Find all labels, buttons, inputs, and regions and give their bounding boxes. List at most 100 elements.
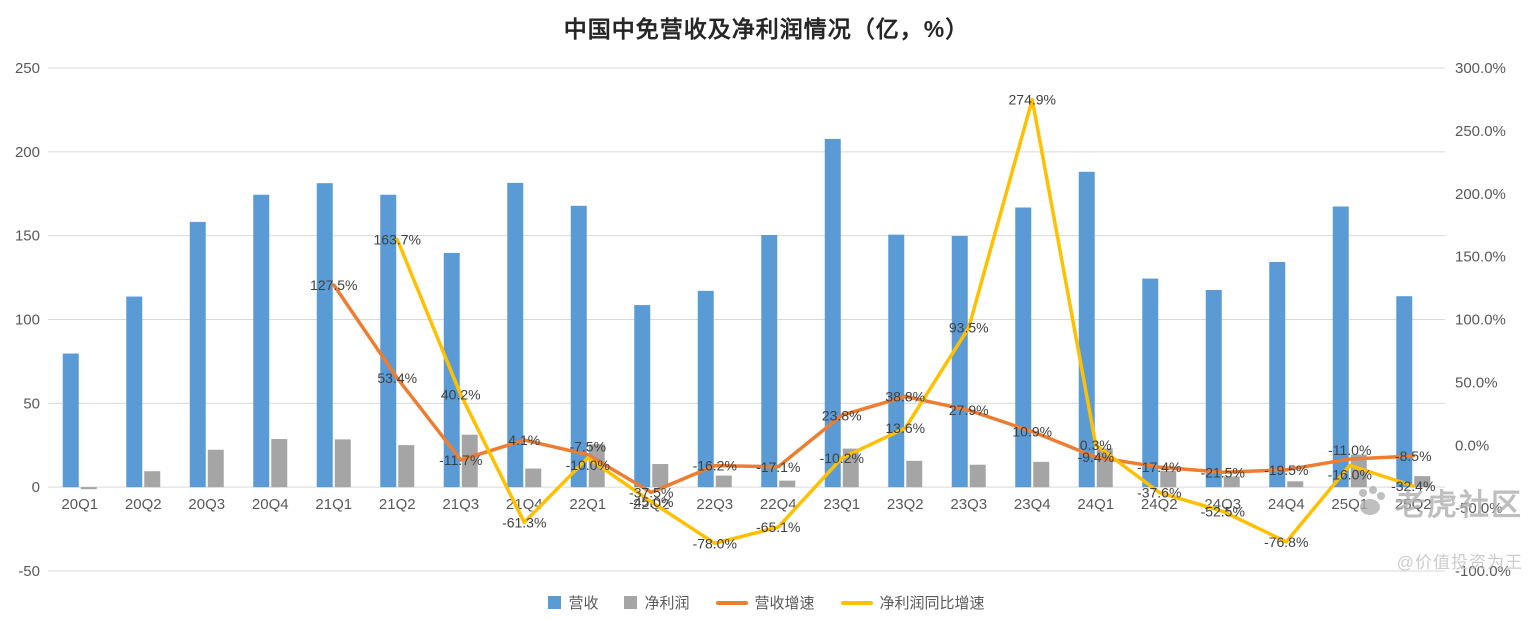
- net-profit-bar: [842, 448, 859, 488]
- x-tick-label: 22Q3: [696, 496, 733, 513]
- revenue-bar: [1396, 296, 1413, 488]
- net-profit-bar: [1287, 481, 1304, 488]
- data-label: -21.5%: [1201, 464, 1245, 480]
- left-axis-tick: 150: [15, 228, 40, 245]
- data-label: -7.5%: [569, 439, 606, 455]
- revenue-bar: [1142, 278, 1159, 488]
- x-tick-label: 21Q1: [315, 496, 352, 513]
- net-profit-bar: [1350, 454, 1367, 488]
- right-axis-tick: 200.0%: [1455, 186, 1506, 203]
- data-label: -37.5%: [629, 484, 673, 500]
- data-label: -17.1%: [756, 459, 800, 475]
- right-axis-tick: 50.0%: [1455, 374, 1498, 391]
- legend-label-net-profit-growth: 净利润同比增速: [879, 595, 985, 612]
- x-tick-label: 20Q1: [61, 496, 98, 513]
- net-profit-growth-line: [395, 97, 1415, 546]
- tiger-paw-icon: [1359, 486, 1385, 515]
- x-tick-label: 20Q2: [125, 496, 162, 513]
- net-profit-bar: [1160, 470, 1177, 488]
- x-tick-label: 23Q2: [887, 496, 924, 513]
- watermark-handle: @价值投资为王: [1396, 553, 1523, 572]
- x-tick-label: 23Q1: [823, 496, 860, 513]
- x-tick-label: 20Q4: [252, 496, 289, 513]
- data-label: 10.9%: [1012, 424, 1052, 440]
- net-profit-bar: [207, 449, 224, 488]
- net-profit-bar: [906, 460, 923, 488]
- x-tick-label: 24Q4: [1268, 496, 1305, 513]
- data-label: 0.3%: [1080, 437, 1112, 453]
- data-label: 38.8%: [885, 388, 925, 404]
- x-tick-label: 24Q2: [1141, 496, 1178, 513]
- revenue-bar: [1332, 206, 1349, 488]
- revenue-bar: [1015, 207, 1032, 488]
- chart-title: 中国中免营收及净利润情况（亿，%）: [563, 16, 970, 42]
- left-axis-tick: 100: [15, 312, 40, 329]
- data-label: -37.6%: [1137, 485, 1181, 501]
- revenue-bar: [507, 182, 524, 488]
- legend-item-net-profit-growth: 净利润同比增速: [840, 592, 985, 613]
- net-profit-bar: [334, 439, 351, 488]
- net-profit-bar: [398, 445, 415, 488]
- data-label: -8.5%: [1395, 448, 1432, 464]
- legend-item-revenue-growth: 营收增速: [715, 592, 815, 613]
- legend-swatch-revenue-growth: [715, 600, 748, 605]
- legend-swatch-net-profit: [624, 596, 638, 609]
- revenue-bar: [697, 290, 714, 488]
- revenue-bar: [253, 194, 270, 488]
- x-tick-label: 25Q2: [1395, 496, 1432, 513]
- x-tick-label: 21Q3: [442, 496, 479, 513]
- net-profit-bar: [461, 434, 478, 488]
- data-label: 4.1%: [508, 432, 540, 448]
- data-label: -17.4%: [1137, 459, 1181, 475]
- right-axis-tick: 300.0%: [1455, 60, 1506, 77]
- data-label: 93.5%: [949, 320, 989, 336]
- x-tick-label: 22Q1: [569, 496, 606, 513]
- data-label: -78.0%: [693, 535, 737, 551]
- legend-label-revenue: 营收: [568, 595, 599, 612]
- right-axis-tick: 150.0%: [1455, 249, 1506, 266]
- data-label: 27.9%: [949, 402, 989, 418]
- x-tick-label: 23Q4: [1014, 496, 1051, 513]
- x-tick-label: 22Q4: [760, 496, 797, 513]
- net-profit-bar: [525, 468, 542, 488]
- data-label: -9.4%: [1077, 449, 1114, 465]
- x-tick-label: 24Q1: [1077, 496, 1114, 513]
- revenue-bar: [761, 234, 778, 488]
- data-label: -61.3%: [502, 514, 546, 530]
- data-label: -16.2%: [693, 458, 737, 474]
- revenue-bar: [634, 305, 651, 488]
- watermark-brand: 老虎社区: [1395, 489, 1523, 522]
- legend-item-net-profit: 净利润: [624, 592, 690, 613]
- revenue-bar: [126, 296, 143, 488]
- data-label: 127.5%: [310, 277, 357, 293]
- right-axis-tick: -100.0%: [1455, 563, 1511, 580]
- data-label: -52.5%: [1201, 503, 1245, 519]
- net-profit-bar: [144, 471, 161, 488]
- x-tick-label: 25Q1: [1331, 496, 1368, 513]
- revenue-bar: [189, 221, 206, 488]
- legend-label-net-profit: 净利润: [644, 595, 690, 612]
- revenue-bar: [951, 236, 968, 488]
- data-label: -16.0%: [1328, 466, 1372, 482]
- net-profit-bar: [779, 480, 796, 488]
- data-label: -19.5%: [1264, 462, 1308, 478]
- legend-swatch-net-profit-growth: [840, 600, 873, 605]
- revenue-growth-line: [332, 283, 1415, 495]
- revenue-bar: [316, 183, 333, 488]
- left-axis-tick: 200: [15, 144, 40, 161]
- net-profit-bar: [1414, 476, 1431, 488]
- data-label: 163.7%: [374, 231, 421, 247]
- x-tick-label: 20Q3: [188, 496, 225, 513]
- net-profit-bar: [80, 487, 97, 490]
- watermark: 老虎社区 @价值投资为王: [1353, 480, 1523, 573]
- data-label: -76.8%: [1264, 534, 1308, 550]
- data-label: 40.2%: [441, 387, 481, 403]
- revenue-bar: [888, 234, 905, 488]
- net-profit-bar: [715, 475, 732, 488]
- data-label: -65.1%: [756, 519, 800, 535]
- revenue-bar: [380, 194, 397, 488]
- legend-label-revenue-growth: 营收增速: [754, 595, 815, 612]
- data-label: -10.2%: [820, 450, 864, 466]
- data-label: 274.9%: [1009, 92, 1056, 108]
